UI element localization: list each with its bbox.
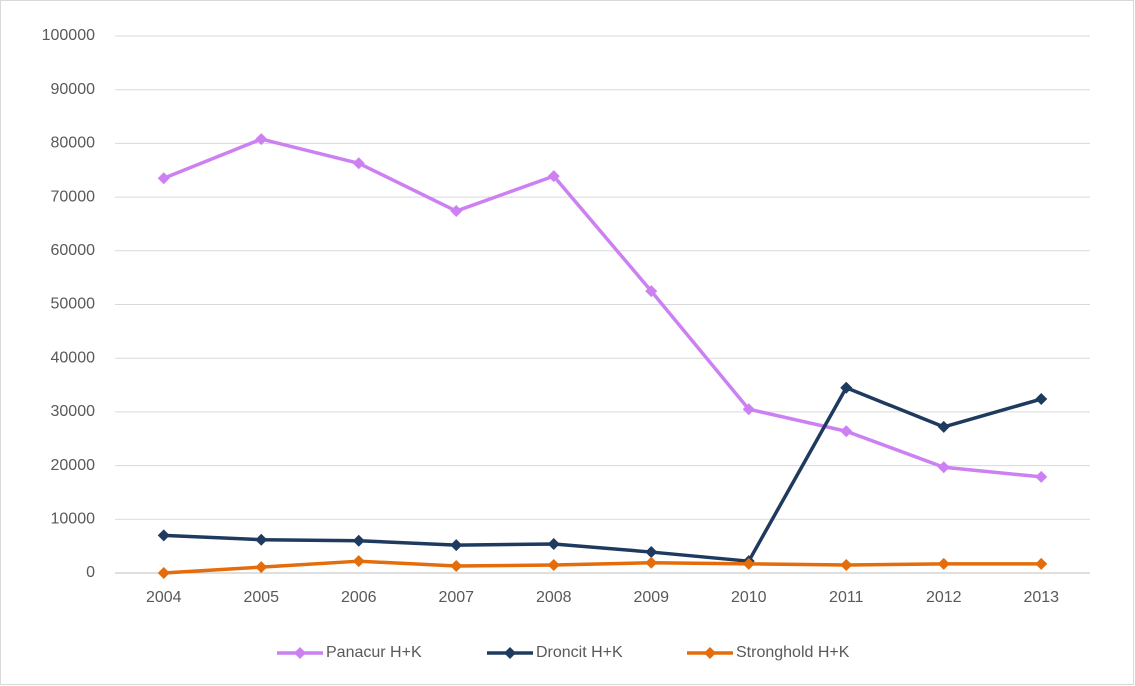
x-tick-label: 2013: [1023, 589, 1059, 606]
point-marker: [255, 561, 268, 574]
point-marker: [547, 558, 560, 571]
point-marker: [645, 285, 658, 298]
y-tick-label: 20000: [51, 457, 96, 474]
point-marker: [352, 555, 365, 568]
y-tick-label: 100000: [42, 27, 95, 44]
series-line: [163, 137, 1042, 479]
x-tick-label: 2008: [536, 589, 572, 606]
point-marker: [937, 557, 950, 570]
legend-marker: [504, 647, 516, 659]
x-tick-label: 2005: [243, 589, 279, 606]
point-marker: [352, 157, 365, 170]
x-tick-label: 2004: [146, 589, 182, 606]
point-marker: [1035, 557, 1048, 570]
point-marker: [645, 556, 658, 569]
point-marker: [352, 534, 365, 547]
point-marker: [450, 539, 463, 552]
point-marker: [840, 381, 853, 394]
point-marker: [450, 560, 463, 573]
y-tick-label: 80000: [51, 135, 96, 152]
y-tick-label: 70000: [51, 188, 96, 205]
point-marker: [450, 205, 463, 218]
point-marker: [840, 425, 853, 438]
x-tick-label: 2006: [341, 589, 377, 606]
point-marker: [1035, 470, 1048, 483]
point-marker: [645, 546, 658, 559]
point-marker: [1035, 393, 1048, 406]
series-line: [163, 559, 1042, 575]
point-marker: [157, 172, 170, 185]
point-marker: [742, 403, 755, 416]
y-tick-label: 30000: [51, 403, 96, 420]
point-marker: [547, 170, 560, 183]
x-tick-label: 2009: [633, 589, 669, 606]
y-tick-label: 90000: [51, 81, 96, 98]
y-tick-label: 60000: [51, 242, 96, 259]
point-marker: [840, 558, 853, 571]
point-marker: [547, 538, 560, 551]
x-tick-label: 2007: [438, 589, 474, 606]
point-marker: [157, 529, 170, 542]
legend-marker: [704, 647, 716, 659]
x-tick-label: 2012: [926, 589, 962, 606]
y-tick-label: 50000: [51, 296, 96, 313]
legend-label: Stronghold H+K: [736, 644, 850, 661]
point-marker: [157, 567, 170, 579]
legend-marker: [294, 647, 306, 659]
x-tick-label: 2011: [829, 589, 864, 606]
x-tick-label: 2010: [731, 589, 767, 606]
point-marker: [937, 461, 950, 474]
y-tick-label: 0: [86, 564, 95, 581]
y-tick-label: 10000: [51, 511, 96, 528]
point-marker: [937, 420, 950, 433]
legend-label: Droncit H+K: [536, 644, 623, 661]
series-line: [163, 385, 1042, 563]
point-marker: [742, 557, 755, 570]
y-tick-label: 40000: [51, 349, 96, 366]
point-marker: [255, 133, 268, 146]
legend-label: Panacur H+K: [326, 644, 422, 661]
point-marker: [255, 533, 268, 546]
